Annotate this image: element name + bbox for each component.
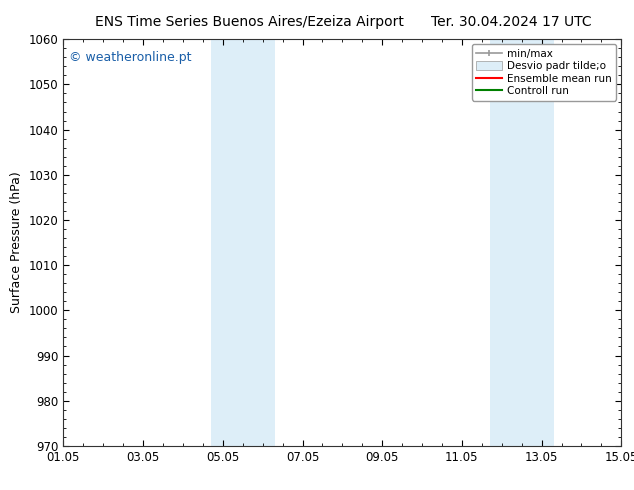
Text: © weatheronline.pt: © weatheronline.pt bbox=[69, 51, 191, 64]
Y-axis label: Surface Pressure (hPa): Surface Pressure (hPa) bbox=[10, 172, 23, 314]
Legend: min/max, Desvio padr tilde;o, Ensemble mean run, Controll run: min/max, Desvio padr tilde;o, Ensemble m… bbox=[472, 45, 616, 100]
Text: ENS Time Series Buenos Aires/Ezeiza Airport: ENS Time Series Buenos Aires/Ezeiza Airp… bbox=[95, 15, 404, 29]
Text: Ter. 30.04.2024 17 UTC: Ter. 30.04.2024 17 UTC bbox=[431, 15, 592, 29]
Bar bbox=[211, 39, 275, 446]
Bar bbox=[490, 39, 553, 446]
